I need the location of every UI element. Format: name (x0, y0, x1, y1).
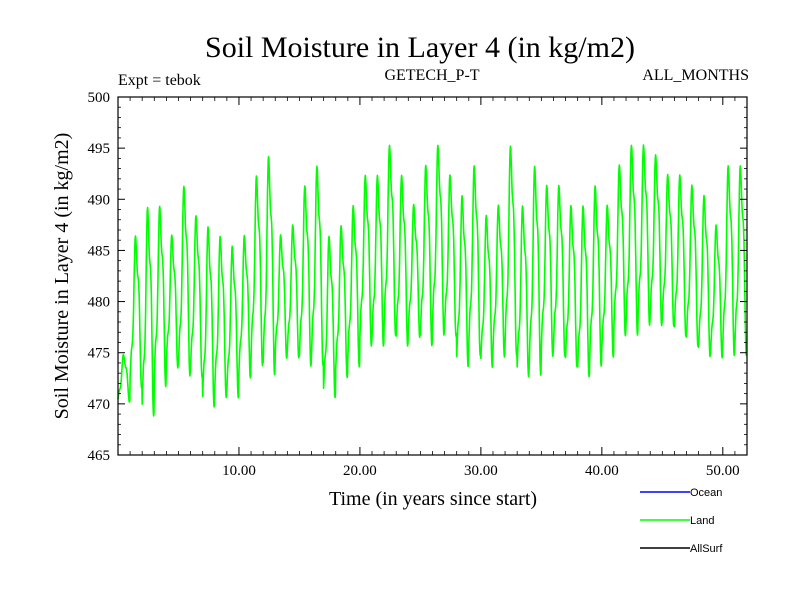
y-tick-label: 470 (88, 397, 111, 413)
x-tick-label: 20.00 (343, 463, 377, 479)
y-tick-label: 475 (88, 346, 111, 362)
series-line-land (117, 144, 748, 417)
chart-title: Soil Moisture in Layer 4 (in kg/m2) (205, 31, 635, 64)
x-tick-label: 40.00 (585, 463, 619, 479)
x-axis-label: Time (in years since start) (329, 488, 537, 510)
subtitle-left: Expt = tebok (118, 72, 201, 89)
y-tick-label: 485 (88, 243, 111, 259)
x-tick-label: 30.00 (464, 463, 498, 479)
legend-label-land: Land (690, 515, 714, 527)
axes-layer: 465 470 475 480 485 490 495 500 10.00 20.00 30.00 4… (88, 90, 748, 479)
x-tick-label: 50.00 (706, 463, 740, 479)
y-tick-label: 495 (88, 141, 111, 157)
subtitle-right: ALL_MONTHS (642, 67, 749, 84)
y-tick-label: 465 (88, 448, 111, 464)
y-tick-label: 490 (88, 192, 111, 208)
legend: Ocean Land AllSurf (640, 487, 723, 555)
x-tick-label: 10.00 (222, 463, 256, 479)
series-layer (117, 144, 748, 417)
y-axis-label: Soil Moisture in Layer 4 (in kg/m2) (51, 133, 73, 420)
subtitle-center: GETECH_P-T (384, 67, 479, 84)
legend-label-allsurf: AllSurf (690, 543, 723, 555)
legend-label-ocean: Ocean (690, 487, 722, 499)
y-tick-label: 500 (88, 90, 111, 106)
y-tick-label: 480 (88, 295, 111, 311)
